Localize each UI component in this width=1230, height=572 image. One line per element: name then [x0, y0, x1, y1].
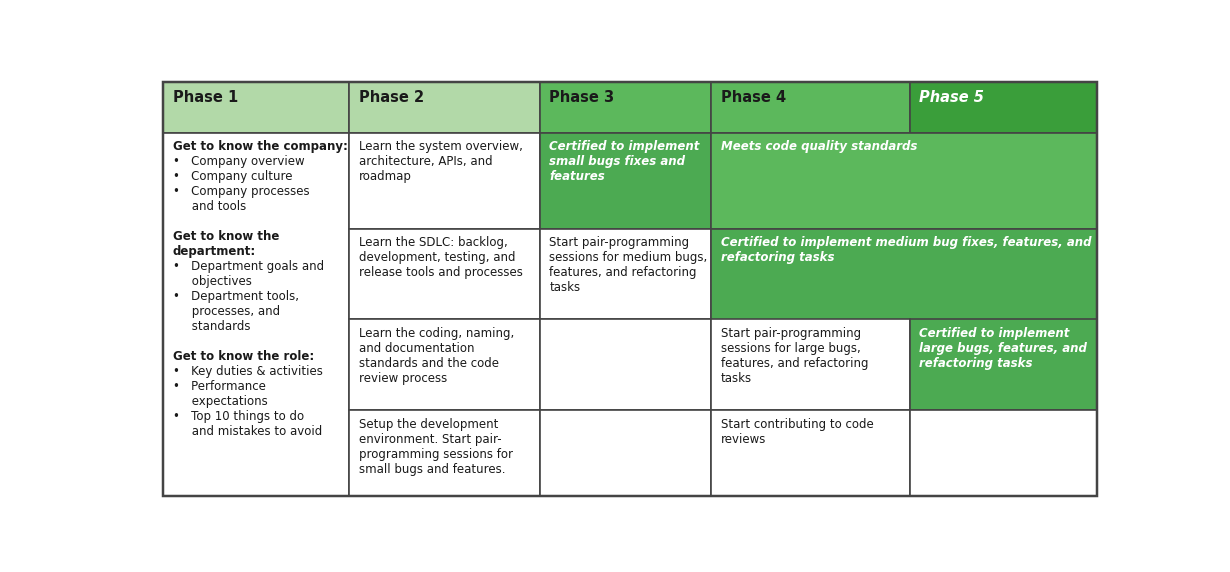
Text: and mistakes to avoid: and mistakes to avoid: [172, 425, 322, 438]
Text: •   Top 10 things to do: • Top 10 things to do: [172, 410, 304, 423]
Text: Setup the development: Setup the development: [359, 418, 498, 431]
Text: •   Company overview: • Company overview: [172, 156, 305, 168]
Bar: [540, 410, 711, 496]
Text: Certified to implement: Certified to implement: [550, 141, 700, 153]
Text: Get to know the role:: Get to know the role:: [172, 350, 314, 363]
Text: department:: department:: [172, 245, 256, 258]
Bar: [711, 319, 910, 410]
Text: Learn the coding, naming,: Learn the coding, naming,: [359, 327, 514, 340]
Text: Get to know the: Get to know the: [172, 231, 279, 243]
Text: refactoring tasks: refactoring tasks: [721, 252, 834, 264]
Bar: [711, 82, 910, 133]
Bar: [711, 229, 1097, 410]
Bar: [910, 319, 1097, 410]
Bar: [540, 133, 711, 229]
Text: environment. Start pair-: environment. Start pair-: [359, 433, 502, 446]
Text: Phase 5: Phase 5: [919, 90, 984, 105]
Text: Learn the system overview,: Learn the system overview,: [359, 141, 523, 153]
Text: tasks: tasks: [550, 281, 581, 295]
Bar: [540, 319, 711, 410]
Text: tasks: tasks: [721, 372, 752, 384]
Text: •   Company processes: • Company processes: [172, 185, 310, 198]
Bar: [164, 133, 349, 496]
Text: architecture, APIs, and: architecture, APIs, and: [359, 156, 492, 168]
Bar: [711, 410, 910, 496]
Text: roadmap: roadmap: [359, 170, 412, 184]
Text: review process: review process: [359, 372, 446, 384]
Text: reviews: reviews: [721, 433, 766, 446]
Text: •   Department tools,: • Department tools,: [172, 290, 299, 303]
Text: and documentation: and documentation: [359, 341, 475, 355]
Bar: [349, 410, 540, 496]
Text: Get to know the company:: Get to know the company:: [172, 141, 348, 153]
Text: Certified to implement medium bug fixes, features, and: Certified to implement medium bug fixes,…: [721, 236, 1091, 249]
Text: •   Performance: • Performance: [172, 380, 266, 393]
Text: features: features: [550, 170, 605, 184]
Bar: [349, 133, 540, 229]
Text: Start pair-programming: Start pair-programming: [550, 236, 690, 249]
Text: Start contributing to code: Start contributing to code: [721, 418, 873, 431]
Bar: [349, 319, 540, 410]
Bar: [540, 229, 711, 319]
Text: •   Department goals and: • Department goals and: [172, 260, 323, 273]
Text: Start pair-programming: Start pair-programming: [721, 327, 861, 340]
Text: small bugs and features.: small bugs and features.: [359, 463, 506, 476]
Text: Phase 1: Phase 1: [172, 90, 239, 105]
Text: Certified to implement: Certified to implement: [919, 327, 1070, 340]
Text: Phase 4: Phase 4: [721, 90, 786, 105]
Text: •   Company culture: • Company culture: [172, 170, 293, 184]
Bar: [349, 229, 540, 319]
Text: standards and the code: standards and the code: [359, 357, 498, 370]
Bar: [164, 82, 349, 133]
Text: refactoring tasks: refactoring tasks: [919, 357, 1033, 370]
Bar: [711, 133, 1097, 229]
Text: •   Key duties & activities: • Key duties & activities: [172, 365, 322, 378]
Bar: [349, 82, 540, 133]
Text: and tools: and tools: [172, 200, 246, 213]
Text: development, testing, and: development, testing, and: [359, 252, 515, 264]
Bar: [910, 410, 1097, 496]
Text: Meets code quality standards: Meets code quality standards: [721, 141, 918, 153]
Text: programming sessions for: programming sessions for: [359, 448, 513, 461]
Text: Phase 2: Phase 2: [359, 90, 424, 105]
Text: objectives: objectives: [172, 275, 252, 288]
Bar: [540, 82, 711, 133]
Text: small bugs fixes and: small bugs fixes and: [550, 156, 685, 168]
Text: Phase 3: Phase 3: [550, 90, 615, 105]
Text: large bugs, features, and: large bugs, features, and: [919, 341, 1087, 355]
Bar: [910, 82, 1097, 133]
Text: standards: standards: [172, 320, 251, 333]
Text: features, and refactoring: features, and refactoring: [550, 267, 697, 279]
Text: sessions for large bugs,: sessions for large bugs,: [721, 341, 861, 355]
Text: Learn the SDLC: backlog,: Learn the SDLC: backlog,: [359, 236, 508, 249]
Text: release tools and processes: release tools and processes: [359, 267, 523, 279]
Text: features, and refactoring: features, and refactoring: [721, 357, 868, 370]
Text: sessions for medium bugs,: sessions for medium bugs,: [550, 252, 707, 264]
Text: processes, and: processes, and: [172, 305, 280, 318]
Text: expectations: expectations: [172, 395, 268, 408]
